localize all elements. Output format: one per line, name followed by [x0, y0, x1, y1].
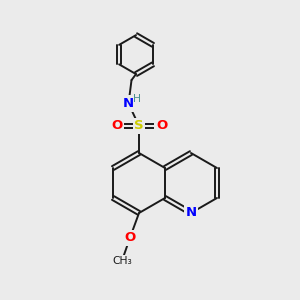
Text: N: N: [123, 97, 134, 110]
Text: O: O: [124, 231, 136, 244]
Text: O: O: [111, 119, 122, 133]
Text: H: H: [133, 94, 141, 104]
Text: N: N: [185, 206, 197, 220]
Text: O: O: [156, 119, 167, 133]
Text: S: S: [134, 119, 144, 133]
Text: CH₃: CH₃: [112, 256, 132, 266]
